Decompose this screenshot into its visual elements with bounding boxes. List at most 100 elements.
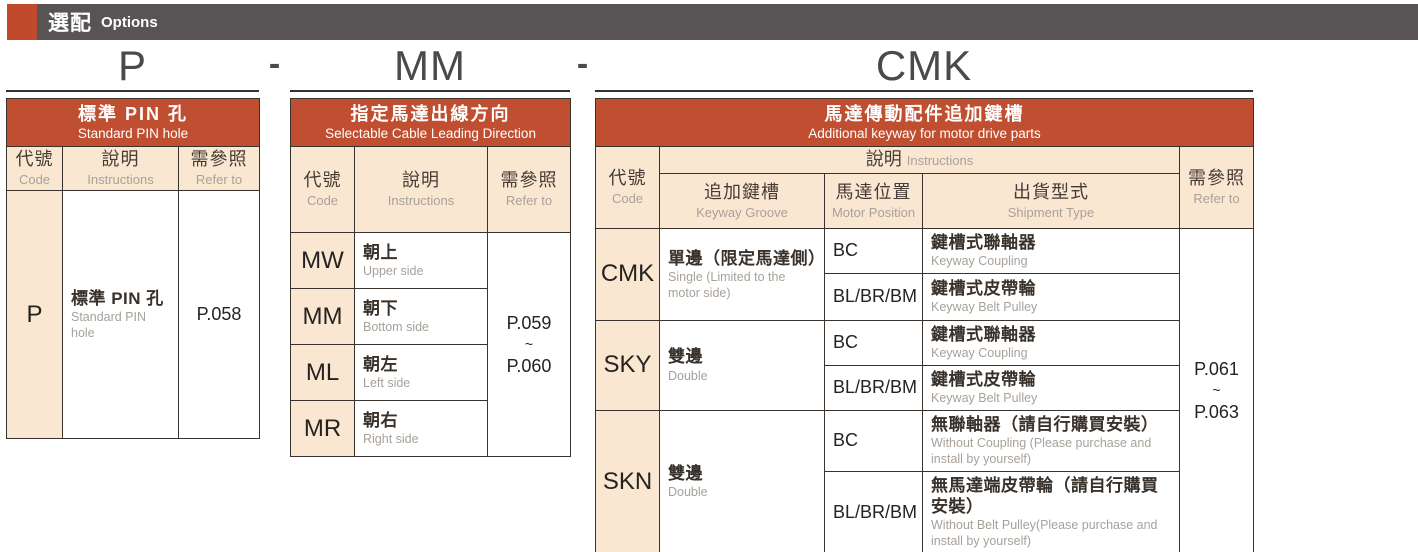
table-row: ML 朝左 Left side [290,344,571,401]
keyway-ship-zh: 無馬達端皮帶輪（請自行購買安裝） [931,475,1159,516]
keyway-refer-tilde: ~ [1212,382,1221,399]
keyway-header-groove-en: Keyway Groove [696,204,788,220]
keyway-ship-zh: 鍵槽式皮帶輪 [931,369,1036,389]
table-row: MM 朝下 Bottom side [290,288,571,345]
cable-code-mr: MR [290,400,355,457]
table-row: BL/BR/BM 鍵槽式皮帶輪 Keyway Belt Pulley [596,364,1254,411]
keyway-ship-en: Without Belt Pulley(Please purchase and … [931,518,1158,548]
cable-refer-from: P.059 [506,312,552,333]
keyway-groove-skn-en: Double [668,484,708,499]
keyway-header-code-en: Code [611,191,644,206]
keyway-table: 馬達傳動配件追加鍵槽 Additional keyway for motor d… [594,98,1255,552]
keyway-shipment-cell: 鍵槽式聯軸器 Keyway Coupling [922,319,1180,366]
cable-desc-mm-zh: 朝下 [363,298,398,318]
keyway-shipment-cell: 鍵槽式皮帶輪 Keyway Belt Pulley [922,364,1180,411]
keyway-refer-range: P.061 ~ P.063 [1181,357,1253,424]
keyway-header-instr-en: Instructions [906,153,974,169]
code-heading-cmk: CMK [875,42,973,89]
code-heading-mm: MM [394,42,466,89]
keyway-title-zh: 馬達傳動配件追加鍵槽 [824,104,1025,125]
table-row: P 標準 PIN 孔 Standard PIN hole P.058 [6,190,260,439]
keyway-header-instructions: 說明 Instructions [659,146,1180,174]
keyway-groove-sky-zh: 雙邊 [668,347,703,367]
keyway-groove-sky: 雙邊 Double [659,319,825,411]
keyway-header-position-zh: 馬達位置 [835,181,912,202]
keyway-ship-en: Keyway Coupling [931,254,1028,269]
pin-title-zh: 標準 PIN 孔 [77,104,188,125]
keyway-title-en: Additional keyway for motor drive parts [808,125,1041,141]
cable-header-code-zh: 代號 [303,170,342,191]
keyway-groove-sky-en: Double [668,368,708,383]
keyway-ship-en: Keyway Belt Pulley [931,391,1038,406]
table-row: SKY 雙邊 Double BC 鍵槽式聯軸器 Keyway Coupling [595,319,1254,411]
keyway-ship-en: Keyway Belt Pulley [931,300,1038,315]
banner-title-zh: 選配 [48,12,92,35]
cable-header-code-en: Code [306,193,339,208]
keyway-ship-en: Keyway Coupling [931,346,1028,361]
keyway-refer-cell: P.061 ~ P.063 [1178,228,1255,552]
keyway-position-cell: BC [824,319,923,366]
underline-mm [290,90,570,92]
keyway-header-position-en: Motor Position [831,204,916,220]
keyway-groove-cmk: 單邊（限定馬達側） Single (Limited to the motor s… [659,228,825,321]
keyway-position-cell: BC [824,228,923,274]
code-separator-1: - [268,45,281,83]
keyway-header-instr-zh: 說明 [865,149,902,170]
cable-table-title: 指定馬達出線方向 Selectable Cable Leading Direct… [289,98,572,147]
keyway-position-cell: BL/BR/BM [824,364,923,411]
pin-header-instr-en: Instructions [87,172,154,187]
keyway-ship-zh: 無聯軸器（請自行購買安裝） [931,415,1159,434]
keyway-position-cell: BL/BR/BM [824,470,923,552]
keyway-refer-to: P.063 [1194,402,1239,423]
cable-refer-range: P.059 ~ P.060 [489,311,570,378]
cable-refer-to: P.060 [506,355,552,376]
keyway-ship-zh: 鍵槽式聯軸器 [931,233,1036,252]
keyway-groove-cmk-en: Single (Limited to the motor side) [668,269,786,300]
keyway-header-code-zh: 代號 [608,168,647,189]
pin-header-code-zh: 代號 [15,149,54,170]
cable-desc-ml: 朝左 Left side [354,344,488,401]
pin-header-code-en: Code [18,172,51,187]
keyway-table-title: 馬達傳動配件追加鍵槽 Additional keyway for motor d… [594,98,1255,147]
cable-desc-mr: 朝右 Right side [354,400,488,457]
pin-table-title: 標準 PIN 孔 Standard PIN hole [6,98,260,147]
keyway-code-cmk: CMK [595,228,660,321]
pin-desc-en: Standard PIN hole [71,310,147,340]
keyway-refer-from: P.061 [1194,359,1239,379]
pin-refer-cell: P.058 [178,190,260,439]
section-banner: 選配 Options [7,4,1418,40]
cable-header-refer: 需參照 Refer to [486,146,572,233]
pin-desc-zh: 標準 PIN 孔 [71,288,164,308]
keyway-position-cell: BL/BR/BM [824,272,923,321]
cable-desc-ml-zh: 朝左 [363,354,398,374]
cable-header-instructions: 說明 Instructions [354,146,488,233]
keyway-position-cell: BC [824,409,923,472]
keyway-code-sky: SKY [595,319,660,411]
keyway-shipment-cell: 鍵槽式聯軸器 Keyway Coupling [922,228,1180,274]
pin-header-refer: 需參照 Refer to [178,146,260,191]
underline-cmk [595,90,1253,92]
keyway-shipment-cell: 無馬達端皮帶輪（請自行購買安裝） Without Belt Pulley(Ple… [922,470,1180,552]
pin-title-en: Standard PIN hole [77,125,189,141]
cable-header-instr-zh: 說明 [402,170,440,191]
cable-code-mm: MM [290,288,355,345]
keyway-header-groove: 追加鍵槽 Keyway Groove [659,173,825,229]
banner-title-en: Options [101,13,158,31]
cable-title-en: Selectable Cable Leading Direction [325,125,536,141]
table-row: MR 朝右 Right side [290,400,571,457]
code-separator-2: - [576,45,589,83]
table-row: BL/BR/BM 無馬達端皮帶輪（請自行購買安裝） Without Belt P… [596,470,1254,552]
cable-title-zh: 指定馬達出線方向 [350,104,511,125]
cable-header-refer-zh: 需參照 [500,170,558,191]
cable-refer-cell: P.059 ~ P.060 [486,232,572,457]
keyway-header-shipment-en: Shipment Type [1007,204,1095,220]
table-row: BL/BR/BM 鍵槽式皮帶輪 Keyway Belt Pulley [596,272,1254,321]
keyway-header-refer: 需參照 Refer to [1178,146,1255,229]
table-row: MW 朝上 Upper side P.059 ~ P.060 [290,232,572,457]
standard-pin-hole-table: 標準 PIN 孔 Standard PIN hole 代號 Code 說明 In… [6,98,260,439]
pin-header-instr-zh: 說明 [101,149,140,170]
cable-header-instr-en: Instructions [387,193,455,208]
cable-header-code: 代號 Code [290,146,355,233]
cable-desc-mm-en: Bottom side [363,319,430,334]
pin-header-instructions: 說明 Instructions [62,146,179,191]
